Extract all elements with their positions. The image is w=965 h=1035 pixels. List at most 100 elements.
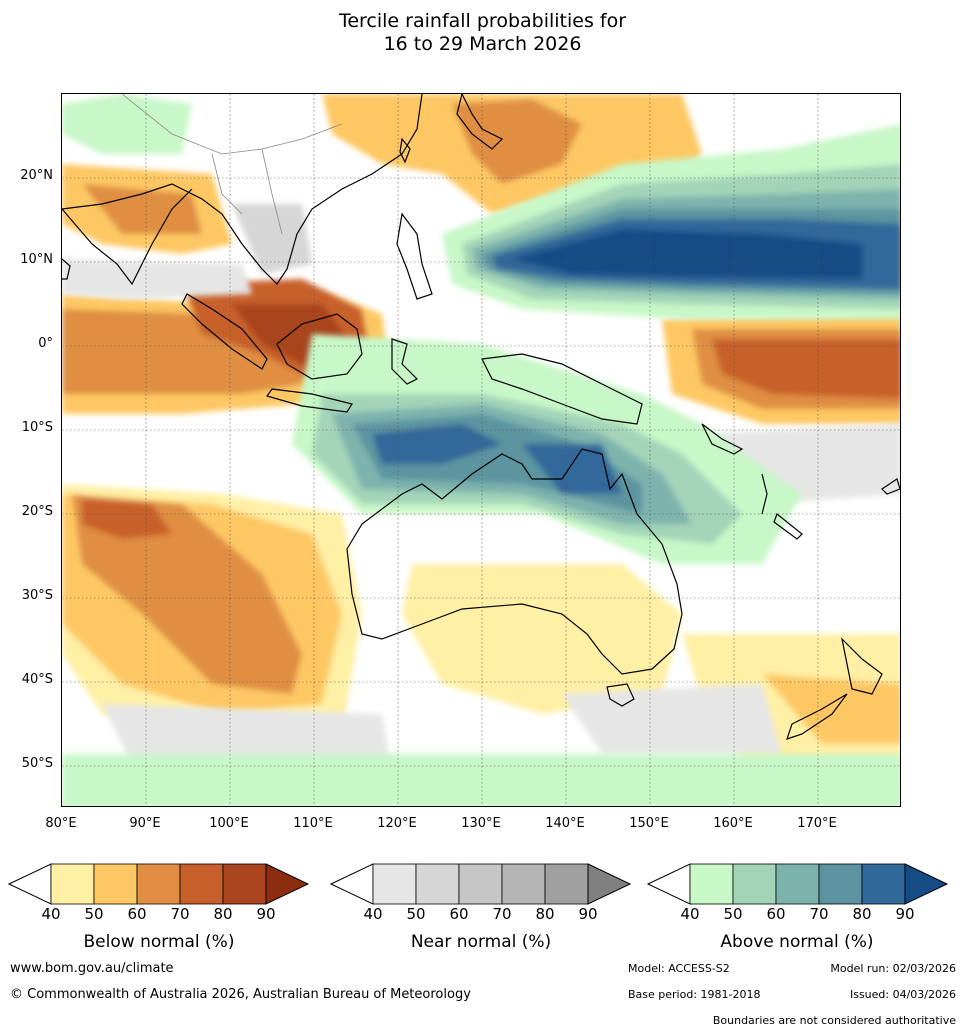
title-line-1: Tercile rainfall probabilities for [338, 10, 627, 32]
java-coastline [266, 388, 353, 413]
lon-label-120e: 120°E [377, 816, 417, 831]
colorbar-below-normal [8, 863, 310, 905]
title-line-2: 16 to 29 March 2026 [383, 33, 582, 55]
footer-copyright: © Commonwealth of Australia 2026, Austra… [10, 987, 471, 1002]
sri-lanka-coastline [62, 258, 71, 280]
above-region-south-ocean [62, 754, 900, 806]
asia-mainland-coastline [62, 94, 423, 285]
lon-label-170e: 170°E [797, 816, 837, 831]
below-region-south-io-dark [82, 499, 172, 539]
above-cbar-extend-right [904, 863, 949, 905]
below-cbar-extend-right [265, 863, 310, 905]
lat-label-20s: 20°S [21, 504, 53, 519]
map-svg [62, 94, 900, 806]
japan-coastline [456, 94, 504, 150]
near-cbar-tick-40: 40 [363, 905, 383, 923]
fiji-islands [881, 478, 900, 495]
lat-label-10n: 10°N [20, 252, 53, 267]
map-title: Tercile rainfall probabilities for 16 to… [0, 10, 965, 56]
philippines-coastline [396, 212, 433, 300]
lon-label-90e: 90°E [129, 816, 161, 831]
below-cbar-tick-80: 80 [213, 905, 233, 923]
below-region-north-china-core [452, 99, 582, 184]
lat-label-30s: 30°S [21, 588, 53, 603]
above-cbar-swatch-4 [861, 863, 906, 905]
below-cbar-swatch-1 [93, 863, 138, 905]
lon-label-150e: 150°E [629, 816, 669, 831]
below-cbar-tick-90: 90 [256, 905, 276, 923]
above-cbar-extend-left [647, 863, 691, 905]
country-borders [121, 94, 343, 235]
below-cbar-tick-60: 60 [127, 905, 147, 923]
lon-label-160e: 160°E [713, 816, 753, 831]
near-cbar-extend-right [587, 863, 632, 905]
above-cbar-swatch-2 [775, 863, 820, 905]
above-region-north-aus-5 [522, 444, 622, 494]
lon-label-100e: 100°E [209, 816, 249, 831]
below-cbar-swatch-2 [136, 863, 181, 905]
solomon-islands [701, 423, 744, 455]
lon-label-80e: 80°E [45, 816, 77, 831]
near-cbar-tick-90: 90 [578, 905, 598, 923]
above-cbar-tick-80: 80 [852, 905, 872, 923]
rainfall-probability-map [61, 93, 901, 807]
border-asia-3 [261, 148, 283, 235]
new-zealand-south [786, 693, 848, 740]
below-cbar-tick-40: 40 [41, 905, 61, 923]
colorbar-near-normal [330, 863, 632, 905]
above-cbar-tick-90: 90 [895, 905, 915, 923]
tasmania-coastline [606, 683, 635, 707]
below-cbar-swatch-4 [222, 863, 267, 905]
above-region-maritime-5 [372, 424, 502, 464]
lat-label-0: 0° [38, 336, 53, 351]
below-region-india-core [82, 184, 202, 234]
below-cbar-swatch-3 [179, 863, 224, 905]
near-region-sw-pacific [562, 684, 782, 754]
above-cbar-tick-40: 40 [680, 905, 700, 923]
footer-model-run: Model run: 02/03/2026 [830, 962, 956, 975]
australia-coastline [346, 448, 683, 675]
near-cbar-tick-70: 70 [492, 905, 512, 923]
new-guinea-coastline [481, 353, 643, 425]
below-cbar-swatch-0 [50, 863, 95, 905]
above-cbar-swatch-3 [818, 863, 863, 905]
coastlines [62, 94, 900, 740]
near-cbar-extend-left [330, 863, 374, 905]
lon-label-140e: 140°E [545, 816, 585, 831]
lon-label-110e: 110°E [293, 816, 333, 831]
borneo-coastline [276, 313, 363, 380]
footer-model: Model: ACCESS-S2 [628, 962, 730, 975]
below-cbar-tick-70: 70 [170, 905, 190, 923]
graticule [62, 94, 900, 806]
sulawesi-coastline [391, 338, 419, 385]
new-zealand-north [841, 637, 883, 695]
near-cbar-tick-60: 60 [449, 905, 469, 923]
border-asia-1 [121, 94, 343, 155]
lat-label-50s: 50°S [21, 756, 53, 771]
footer-base-period: Base period: 1981-2018 [628, 988, 761, 1001]
below-region-south-io-core [72, 494, 302, 694]
above-cbar-swatch-0 [689, 863, 734, 905]
near-cbar-title: Near normal (%) [410, 932, 552, 952]
below-region-south-aus [402, 564, 682, 714]
below-region-tasman [682, 634, 900, 794]
below-cbar-title: Below normal (%) [83, 932, 235, 952]
sumatra-coastline [181, 293, 268, 370]
near-region-india [62, 259, 252, 299]
taiwan-coastline [399, 137, 411, 164]
above-cbar-swatch-1 [732, 863, 777, 905]
below-region-west-pacific-core [712, 339, 900, 399]
colorbar-above-normal [647, 863, 949, 905]
near-cbar-swatch-4 [544, 863, 589, 905]
lat-label-20n: 20°N [20, 168, 53, 183]
near-region-indochina [232, 204, 312, 274]
lon-label-130e: 130°E [461, 816, 501, 831]
above-cbar-tick-50: 50 [723, 905, 743, 923]
lat-label-40s: 40°S [21, 672, 53, 687]
footer-disclaimer: Boundaries are not considered authoritat… [712, 1014, 956, 1027]
above-cbar-tick-70: 70 [809, 905, 829, 923]
india-coastline [62, 188, 193, 286]
above-region-nw-pacific-6 [512, 229, 862, 279]
footer-issued: Issued: 04/03/2026 [849, 988, 956, 1001]
new-caledonia [773, 513, 803, 540]
